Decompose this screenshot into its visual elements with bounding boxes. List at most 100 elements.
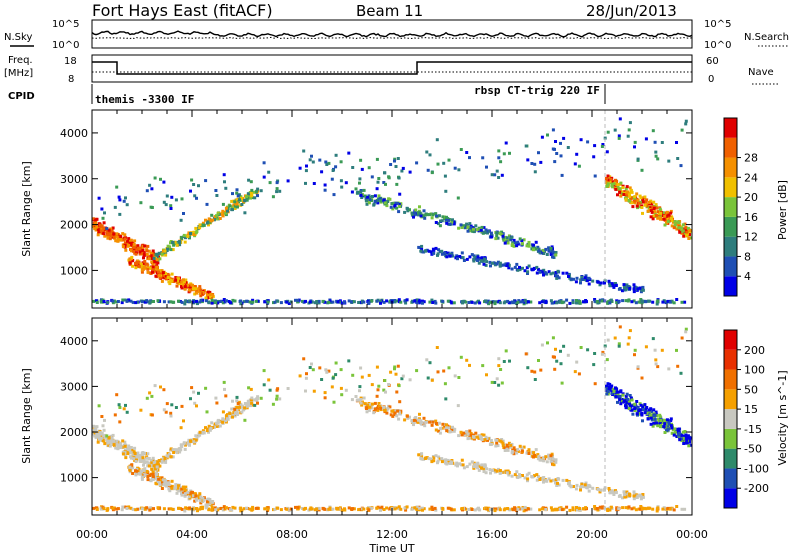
velocity-point	[656, 422, 660, 426]
power-point	[198, 300, 202, 304]
velocity-point	[177, 484, 180, 488]
velocity-point	[171, 448, 175, 452]
velocity-point	[524, 352, 528, 356]
velocity-point	[428, 420, 432, 424]
velocity-point	[497, 364, 501, 368]
velocity-point	[405, 505, 409, 509]
power-point	[639, 298, 643, 301]
freq-right-tick-top: 60	[706, 56, 719, 67]
power-point	[630, 201, 634, 205]
power-point	[310, 154, 313, 158]
velocity-point	[431, 508, 435, 511]
power-point	[195, 291, 198, 295]
power-point	[658, 207, 662, 211]
power-point	[532, 243, 536, 247]
colorbar-swatch	[724, 137, 737, 158]
velocity-point	[263, 507, 267, 511]
velocity-point	[107, 441, 111, 445]
power-point	[332, 193, 336, 197]
velocity-point	[599, 488, 603, 492]
y-tick-label: 3000	[60, 173, 88, 186]
velocity-point	[666, 506, 670, 510]
velocity-point	[628, 402, 632, 406]
velocity-point	[308, 507, 312, 511]
velocity-point	[199, 495, 203, 499]
velocity-point	[192, 390, 196, 394]
power-point	[672, 301, 676, 305]
velocity-point	[633, 353, 636, 357]
nsearch-label: N.Search	[744, 32, 789, 43]
velocity-point	[111, 508, 115, 512]
power-point	[612, 285, 616, 289]
velocity-point	[493, 507, 497, 511]
velocity-point	[148, 478, 152, 482]
power-point	[668, 300, 672, 304]
velocity-point	[438, 431, 442, 435]
power-point	[436, 162, 440, 166]
velocity-point	[622, 490, 626, 494]
power-point	[129, 243, 133, 246]
power-point	[152, 257, 156, 260]
velocity-point	[197, 391, 200, 395]
velocity-point	[324, 368, 328, 372]
velocity-point	[121, 452, 125, 456]
power-point	[410, 211, 414, 215]
velocity-point	[253, 403, 257, 407]
velocity-point	[198, 430, 202, 434]
velocity-point	[518, 473, 521, 477]
velocity-point	[630, 507, 634, 511]
power-point	[533, 246, 537, 250]
velocity-point	[537, 359, 540, 362]
velocity-point	[447, 366, 451, 370]
velocity-point	[235, 399, 239, 403]
velocity-point	[653, 419, 657, 423]
power-point	[608, 284, 612, 287]
power-point	[604, 180, 608, 183]
power-point	[464, 226, 467, 229]
power-point	[609, 177, 613, 181]
velocity-point	[555, 359, 559, 363]
power-point	[150, 254, 154, 258]
power-point	[465, 257, 469, 261]
velocity-point	[161, 482, 165, 486]
power-point	[114, 239, 118, 243]
power-point	[571, 299, 575, 303]
power-point	[275, 181, 279, 185]
power-point	[246, 192, 250, 196]
velocity-point	[638, 507, 642, 511]
velocity-point	[150, 461, 154, 465]
power-point	[304, 299, 307, 303]
velocity-point	[394, 409, 398, 413]
velocity-point	[171, 455, 175, 459]
power-point	[457, 226, 461, 230]
power-point	[142, 256, 145, 260]
velocity-point	[349, 507, 353, 511]
velocity-point	[627, 336, 631, 340]
velocity-point	[96, 440, 100, 444]
velocity-point	[208, 498, 212, 501]
power-point	[393, 300, 397, 304]
power-point	[208, 290, 212, 294]
power-point	[317, 299, 321, 303]
velocity-point	[145, 470, 149, 473]
velocity-point	[498, 471, 502, 475]
velocity-point	[194, 438, 198, 442]
velocity-point	[195, 507, 198, 510]
power-point	[553, 160, 557, 164]
power-point	[502, 152, 506, 156]
velocity-point	[634, 495, 638, 499]
velocity-point	[142, 458, 146, 462]
velocity-point	[199, 505, 203, 509]
power-point	[614, 178, 617, 182]
velocity-point	[398, 412, 402, 416]
velocity-point	[107, 436, 111, 440]
colorbar-swatch	[724, 448, 737, 469]
velocity-point	[184, 485, 188, 489]
power-point	[627, 298, 631, 302]
velocity-point	[662, 425, 666, 429]
power-point	[339, 160, 343, 164]
power-point	[236, 194, 240, 198]
frequency-trace	[92, 61, 692, 75]
power-point	[175, 243, 179, 247]
power-point	[586, 140, 590, 144]
